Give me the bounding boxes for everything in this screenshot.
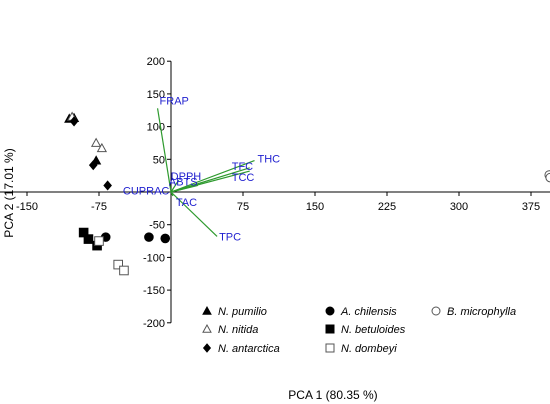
loading-label: FRAP <box>160 95 189 107</box>
point-n-dombeyi <box>113 259 124 270</box>
legend: N. pumilio N. nitida N. antarctica A. chile… <box>202 305 516 355</box>
axes: -150-757515022530037545020015010050-50-1… <box>0 56 550 330</box>
point-n-antarctica <box>103 180 112 191</box>
legend-marker-n-pumilio <box>202 305 212 315</box>
legend-marker-b-microphylla <box>431 306 441 316</box>
x-tick-label: -150 <box>16 201 38 213</box>
loading-line <box>170 160 255 193</box>
legend-label-b-microphylla: B. microphylla <box>447 306 516 318</box>
loading-label: DPPH <box>171 171 202 183</box>
point-n-dombeyi <box>94 236 104 246</box>
legend-marker-n-antarctica <box>202 343 212 353</box>
legend-marker-n-dombeyi <box>325 343 335 353</box>
y-tick-label: 150 <box>147 89 165 101</box>
point-n-antarctica <box>69 116 79 127</box>
x-axis-title: PCA 1 (80.35 %) <box>288 388 377 402</box>
legend-label-n-antarctica: N. antarctica <box>218 343 280 355</box>
x-tick-label: 150 <box>306 201 324 213</box>
legend-label-n-nitida: N. nitida <box>218 324 258 336</box>
loading-label: TCC <box>232 172 255 184</box>
point-n-nitida <box>90 137 102 147</box>
legend-label-n-betuloides: N. betuloides <box>341 324 406 336</box>
loading-label: THC <box>258 154 281 166</box>
legend-marker-a-chilensis <box>325 306 335 316</box>
point-a-chilensis <box>160 233 171 244</box>
y-tick-label: 50 <box>153 154 165 166</box>
x-tick-label: 225 <box>378 201 396 213</box>
loading-label: TAC <box>176 197 197 209</box>
loading-label: TFC <box>232 161 253 173</box>
point-n-betuloides <box>78 227 89 238</box>
x-tick-label: -75 <box>91 201 107 213</box>
x-tick-label: 75 <box>237 201 249 213</box>
point-n-betuloides <box>83 234 94 244</box>
y-tick-label: -200 <box>143 318 165 330</box>
point-n-nitida <box>96 142 108 153</box>
y-tick-label: -100 <box>143 252 165 264</box>
x-tick-label: 300 <box>450 201 468 213</box>
loading-line <box>156 108 172 193</box>
score-points <box>64 111 550 276</box>
y-tick-label: 100 <box>147 122 165 134</box>
legend-label-a-chilensis: A. chilensis <box>340 306 397 318</box>
legend-marker-n-betuloides <box>325 324 335 334</box>
point-n-antarctica <box>88 160 98 171</box>
point-b-microphylla <box>545 172 550 183</box>
x-tick-label: 375 <box>522 201 540 213</box>
loading-line <box>170 191 218 237</box>
y-tick-label: -50 <box>149 220 165 232</box>
y-axis-title: PCA 2 (17.01 %) <box>2 148 16 237</box>
legend-label-n-dombeyi: N. dombeyi <box>341 343 397 355</box>
legend-marker-n-nitida <box>202 323 212 333</box>
y-tick-label: -150 <box>143 285 165 297</box>
loading-line <box>170 184 199 193</box>
point-a-chilensis <box>144 232 154 242</box>
point-n-dombeyi <box>119 265 129 276</box>
loading-line <box>170 179 180 193</box>
legend-label-n-pumilio: N. pumilio <box>218 306 267 318</box>
y-tick-label: 200 <box>147 56 165 68</box>
loading-label: CUPRAC <box>123 186 170 198</box>
loading-label: ABTS <box>169 176 198 188</box>
loading-label: TPC <box>219 231 241 243</box>
